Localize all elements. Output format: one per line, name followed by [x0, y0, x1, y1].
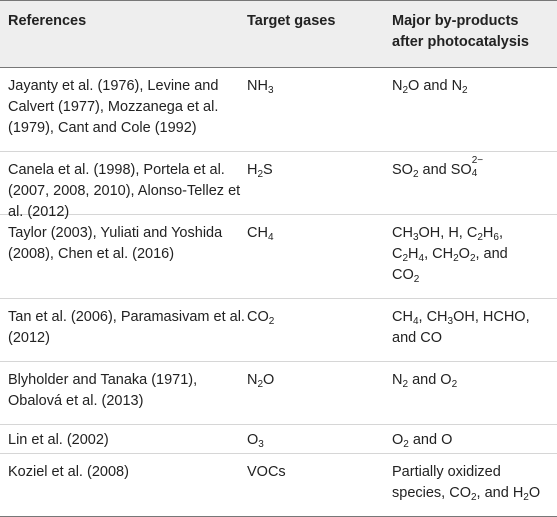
table-row: Taylor (2003), Yuliati and Yoshida (2008…: [0, 215, 557, 299]
header-target-gases: Target gases: [247, 13, 336, 29]
header-by-products: Major by-products after photocatalysis: [392, 13, 529, 50]
cell-target-gas: CO2: [247, 309, 275, 327]
cell-by-products: N2 and O2: [392, 372, 458, 390]
cell-by-products: CH3OH, H, C2H6, C2H4, CH2O2, and CO2: [392, 225, 508, 285]
cell-by-products: Partially oxidized species, CO2, and H2O: [392, 464, 541, 503]
table-row: Lin et al. (2002) O3 O2 and O: [0, 425, 557, 454]
cell-target-gas: VOCs: [247, 464, 286, 480]
cell-by-products: SO2 and SO 2− 4: [392, 155, 484, 180]
cell-references: Canela et al. (1998), Portela et al. (20…: [8, 162, 241, 220]
table-row: Jayanty et al. (1976), Levine and Calver…: [0, 68, 557, 152]
cell-by-products: O2 and O: [392, 432, 453, 450]
cell-references: Blyholder and Tanaka (1971), Obalová et …: [8, 372, 198, 409]
table-header: References Target gases Major by-product…: [0, 0, 557, 68]
cell-target-gas: H2S: [247, 162, 273, 180]
cell-target-gas: O3: [247, 432, 264, 450]
cell-references: Koziel et al. (2008): [8, 464, 129, 480]
cell-target-gas: CH4: [247, 225, 274, 243]
table-row: Koziel et al. (2008) VOCs Partially oxid…: [0, 454, 557, 517]
cell-references: Lin et al. (2002): [8, 432, 109, 448]
cell-target-gas: NH3: [247, 78, 274, 96]
table-row: Blyholder and Tanaka (1971), Obalová et …: [0, 362, 557, 425]
cell-references: Taylor (2003), Yuliati and Yoshida (2008…: [8, 225, 223, 262]
cell-references: Tan et al. (2006), Paramasivam et al. (2…: [8, 309, 245, 346]
cell-by-products: CH4, CH3OH, HCHO, and CO: [392, 309, 530, 346]
table-row: Tan et al. (2006), Paramasivam et al. (2…: [0, 299, 557, 362]
cell-references: Jayanty et al. (1976), Levine and Calver…: [8, 78, 219, 136]
header-references: References: [8, 13, 87, 29]
cell-by-products: N2O and N2: [392, 78, 468, 96]
cell-target-gas: N2O: [247, 372, 275, 390]
table-row: Canela et al. (1998), Portela et al. (20…: [0, 152, 557, 220]
